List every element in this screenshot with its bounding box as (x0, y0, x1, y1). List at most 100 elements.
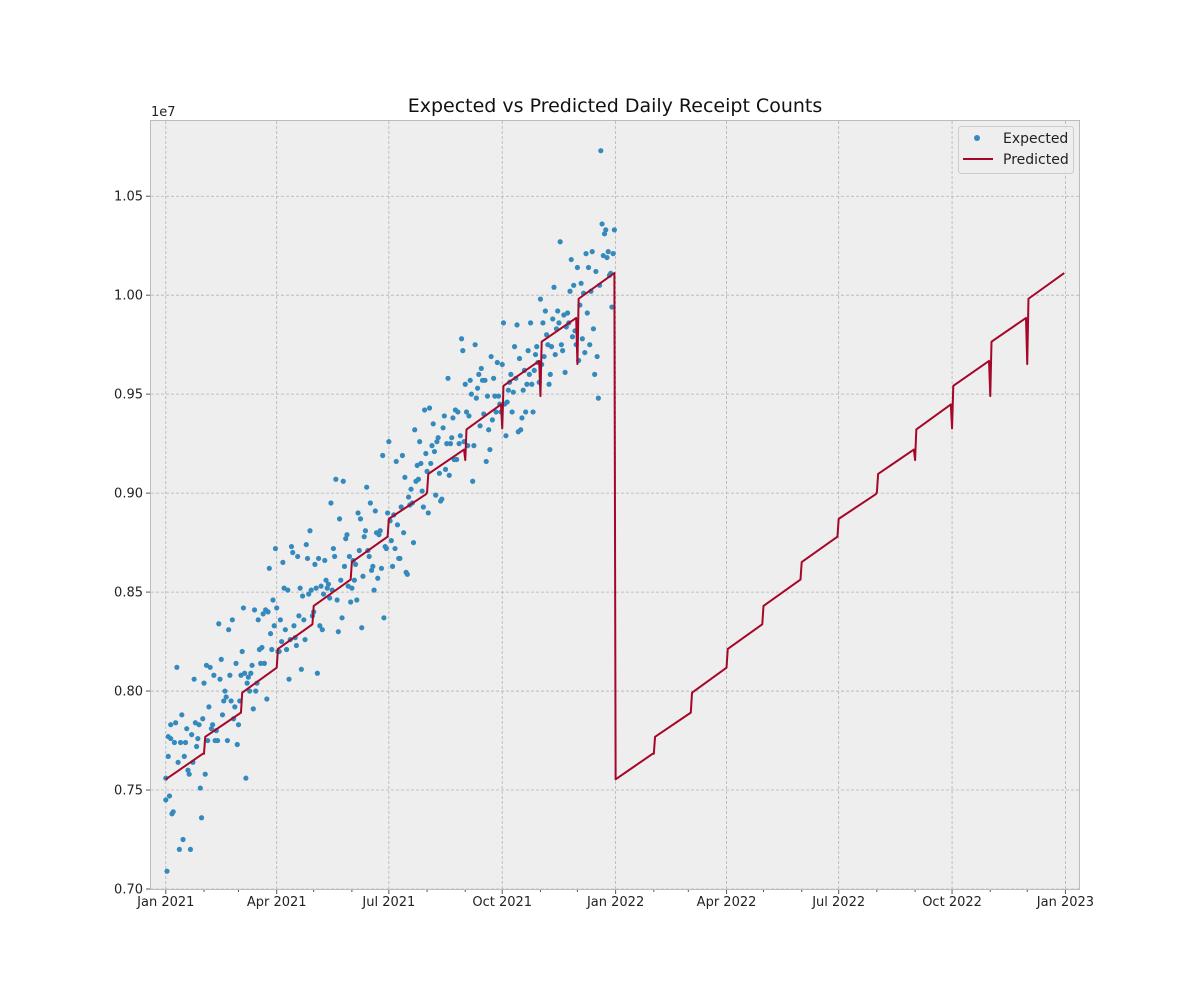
expected-point (314, 670, 320, 676)
expected-point (375, 575, 381, 581)
x-tick-label: Jan 2023 (1036, 895, 1094, 910)
expected-point (323, 577, 329, 583)
expected-point (165, 753, 171, 759)
expected-point (366, 553, 372, 560)
expected-point (341, 563, 348, 569)
legend-label-predicted: Predicted (1003, 152, 1069, 168)
expected-point (351, 577, 357, 583)
expected-point (377, 528, 383, 534)
expected-point (463, 409, 470, 415)
expected-point (253, 688, 259, 694)
expected-point (181, 753, 187, 759)
expected-point (527, 320, 534, 326)
expected-point (487, 446, 493, 453)
expected-point (240, 605, 247, 611)
expected-point (277, 617, 284, 623)
expected-point (200, 716, 206, 722)
expected-point (604, 254, 610, 261)
expected-point (313, 585, 319, 591)
expected-point (369, 567, 375, 573)
expected-point (385, 510, 391, 516)
expected-point (594, 353, 600, 360)
expected-point (233, 660, 239, 666)
y-scale-label: 1e7 (151, 105, 176, 120)
expected-point (410, 540, 417, 546)
expected-point (166, 793, 173, 799)
y-tick-label: 0.75 (114, 784, 143, 799)
plot-frame (150, 120, 1080, 890)
expected-point (488, 353, 494, 360)
expected-point (261, 660, 267, 666)
expected-point (423, 450, 429, 457)
expected-point (569, 334, 576, 340)
expected-point (568, 256, 574, 263)
expected-point (243, 775, 249, 781)
expected-point (168, 722, 174, 728)
legend: Expected Predicted (958, 126, 1074, 174)
expected-point (593, 268, 599, 275)
legend-label-expected: Expected (1003, 131, 1068, 147)
expected-point (242, 670, 248, 676)
x-tick-label: Jul 2021 (361, 895, 415, 910)
expected-point (201, 680, 207, 686)
expected-point (595, 395, 601, 401)
predicted-line (165, 272, 1065, 781)
expected-point (494, 359, 500, 366)
expected-point (462, 381, 468, 387)
expected-point (510, 389, 516, 395)
expected-point (519, 415, 525, 421)
expected-point (198, 815, 205, 821)
expected-point (235, 722, 242, 728)
expected-point (189, 732, 195, 738)
expected-point (344, 532, 350, 538)
expected-point (393, 458, 399, 465)
expected-point (540, 320, 546, 326)
expected-point (579, 336, 585, 342)
expected-point (546, 381, 552, 387)
expected-point (340, 478, 346, 484)
expected-point (542, 308, 548, 314)
expected-point (205, 737, 211, 744)
expected-point (571, 282, 577, 288)
legend-box (958, 126, 1074, 174)
expected-point (248, 670, 254, 676)
expected-point (529, 381, 535, 387)
expected-point (610, 251, 616, 257)
expected-point (530, 409, 536, 415)
expected-point (476, 371, 482, 377)
expected-point (174, 664, 180, 670)
expected-point (378, 565, 385, 571)
expected-point (493, 409, 499, 415)
expected-point (526, 371, 532, 377)
x-tick-label: Jan 2021 (136, 895, 194, 910)
expected-point (288, 543, 295, 550)
expected-point (482, 377, 488, 383)
expected-point (186, 771, 192, 777)
expected-point (307, 528, 313, 534)
expected-point (214, 737, 221, 744)
expected-point (317, 623, 323, 629)
expected-point (534, 344, 540, 350)
expected-point (500, 320, 507, 326)
expected-point (330, 545, 336, 552)
expected-point (295, 553, 301, 560)
expected-point (605, 249, 611, 255)
expected-point (550, 316, 556, 322)
expected-point (163, 797, 169, 803)
expected-point (182, 739, 189, 746)
expected-point (286, 676, 292, 682)
expected-point (429, 443, 435, 449)
expected-point (301, 617, 307, 623)
expected-point (386, 439, 392, 445)
expected-point (499, 361, 505, 368)
expected-point (227, 672, 233, 678)
expected-point (193, 743, 200, 750)
expected-point (221, 698, 227, 704)
expected-point (197, 785, 203, 791)
expected-point (229, 617, 235, 623)
expected-point (397, 555, 403, 562)
expected-point (336, 516, 343, 522)
expected-point (446, 472, 452, 478)
expected-point (170, 809, 176, 815)
